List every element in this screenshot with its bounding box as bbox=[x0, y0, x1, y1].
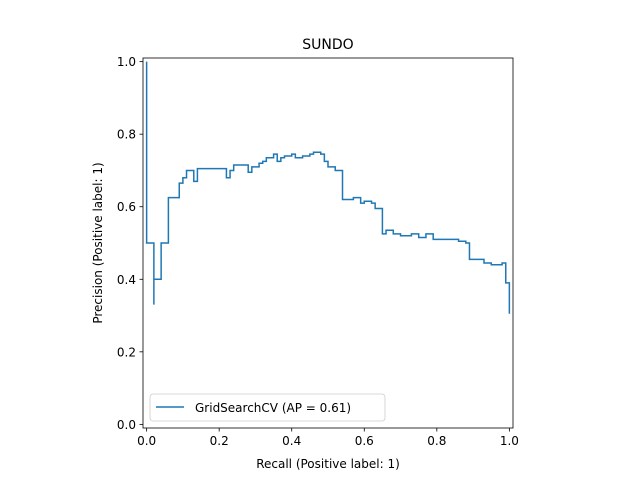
x-tick-label: 0.8 bbox=[427, 434, 446, 448]
y-tick-label: 0.4 bbox=[117, 273, 136, 287]
y-tick-label: 0.8 bbox=[117, 128, 136, 142]
series-layer bbox=[145, 61, 511, 314]
series-line-gridsearchcv bbox=[145, 61, 511, 314]
y-tick-label: 0.2 bbox=[117, 345, 136, 359]
x-tick-label: 0.4 bbox=[282, 434, 301, 448]
legend: GridSearchCV (AP = 0.61) bbox=[149, 393, 386, 422]
y-axis-ticks: 0.0 0.2 0.4 0.6 0.8 1.0 bbox=[117, 55, 143, 432]
legend-entry-label: GridSearchCV (AP = 0.61) bbox=[195, 401, 351, 415]
x-tick-label: 0.0 bbox=[137, 434, 156, 448]
x-tick-label: 0.6 bbox=[355, 434, 374, 448]
x-axis-label: Recall (Positive label: 1) bbox=[256, 457, 400, 471]
y-tick-label: 1.0 bbox=[117, 55, 136, 69]
axes-frame bbox=[142, 57, 514, 429]
x-tick-label: 0.2 bbox=[210, 434, 229, 448]
y-tick-label: 0.6 bbox=[117, 200, 136, 214]
axes-background bbox=[143, 58, 513, 428]
plot-area bbox=[142, 57, 514, 429]
legend-box bbox=[149, 393, 386, 422]
y-tick-label: 0.0 bbox=[117, 418, 136, 432]
chart-title: SUNDO bbox=[302, 37, 353, 53]
x-axis-ticks: 0.0 0.2 0.4 0.6 0.8 1.0 bbox=[137, 428, 519, 448]
x-tick-label: 1.0 bbox=[500, 434, 519, 448]
y-axis-label: Precision (Positive label: 1) bbox=[91, 162, 105, 323]
